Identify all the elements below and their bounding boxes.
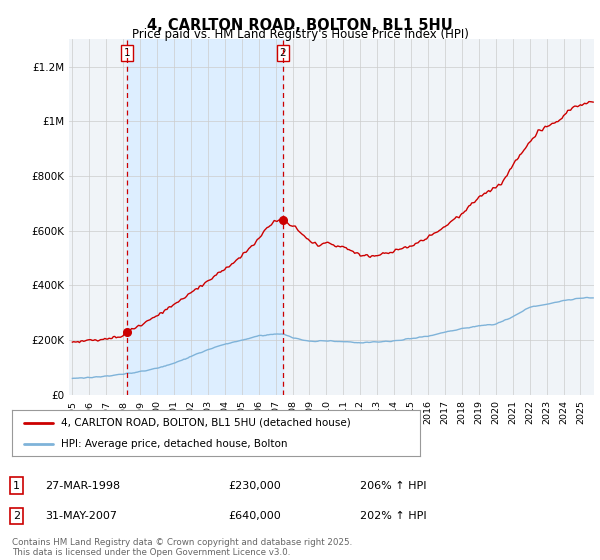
Text: 2: 2 — [13, 511, 20, 521]
Text: 2: 2 — [280, 48, 286, 58]
Text: 202% ↑ HPI: 202% ↑ HPI — [360, 511, 427, 521]
Text: Price paid vs. HM Land Registry's House Price Index (HPI): Price paid vs. HM Land Registry's House … — [131, 28, 469, 41]
Text: Contains HM Land Registry data © Crown copyright and database right 2025.
This d: Contains HM Land Registry data © Crown c… — [12, 538, 352, 557]
Text: £230,000: £230,000 — [228, 480, 281, 491]
Bar — [127, 39, 283, 395]
Text: 4, CARLTON ROAD, BOLTON, BL1 5HU: 4, CARLTON ROAD, BOLTON, BL1 5HU — [147, 18, 453, 33]
Text: 1: 1 — [124, 48, 130, 58]
Text: 31-MAY-2007: 31-MAY-2007 — [45, 511, 117, 521]
Text: 4, CARLTON ROAD, BOLTON, BL1 5HU (detached house): 4, CARLTON ROAD, BOLTON, BL1 5HU (detach… — [61, 418, 351, 428]
Text: HPI: Average price, detached house, Bolton: HPI: Average price, detached house, Bolt… — [61, 439, 287, 449]
Text: 27-MAR-1998: 27-MAR-1998 — [45, 480, 120, 491]
Text: £640,000: £640,000 — [228, 511, 281, 521]
Text: 206% ↑ HPI: 206% ↑ HPI — [360, 480, 427, 491]
Text: 1: 1 — [13, 480, 20, 491]
